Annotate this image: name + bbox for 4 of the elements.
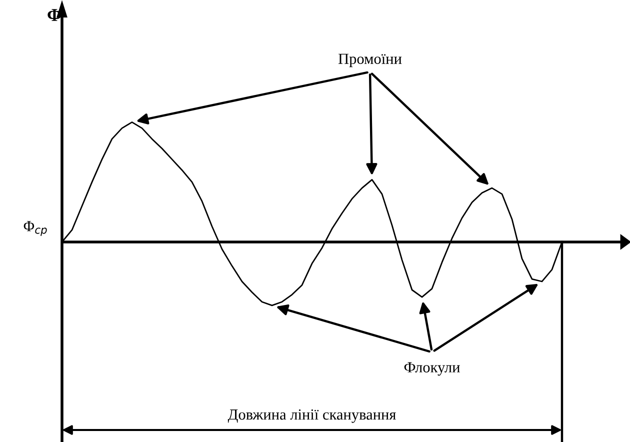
text: Флокули: [404, 362, 460, 376]
ref-line-label: Φ$_{ср}$: [24, 221, 47, 236]
text: Промоїни: [338, 54, 402, 68]
text: Довжина лінії сканування: [228, 409, 396, 423]
